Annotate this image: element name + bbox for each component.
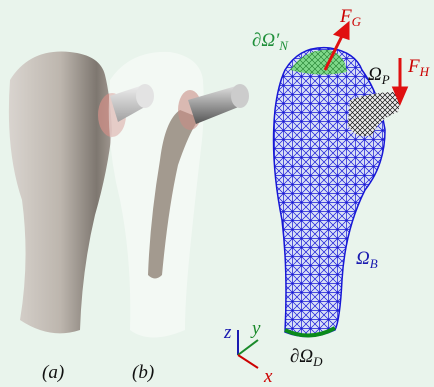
- axis-label: x: [263, 366, 273, 387]
- label-part: ∂Ω: [290, 346, 313, 367]
- label-part: D: [312, 354, 323, 369]
- label-part: Ω: [356, 248, 370, 269]
- label: FH: [407, 56, 430, 79]
- label-part: ∂Ω′: [252, 30, 280, 51]
- label-part: N: [278, 38, 289, 53]
- axes-triad: z y x: [223, 318, 273, 387]
- label-part: P: [381, 72, 390, 87]
- mesh-bone: [274, 48, 400, 337]
- label-part: F: [339, 6, 352, 27]
- implant-mesh: [348, 92, 400, 136]
- label: ΩP: [368, 64, 390, 87]
- label: FG: [339, 6, 362, 29]
- label-part: F: [407, 56, 420, 77]
- axis-label: z: [223, 322, 232, 343]
- bone-b: [109, 52, 249, 338]
- label-part: B: [370, 256, 378, 271]
- panel-label: (b): [132, 362, 154, 383]
- label-part: H: [419, 64, 430, 79]
- panel-label: (a): [42, 362, 64, 383]
- label: ∂ΩD: [290, 346, 323, 369]
- label-part: G: [352, 14, 362, 29]
- axis-label: y: [250, 318, 261, 339]
- figure: FG ∂Ω′N ΩP FH ΩB ∂ΩD (a) (b) z y x: [0, 0, 434, 387]
- label: ΩB: [356, 248, 378, 271]
- label-part: Ω: [368, 64, 382, 85]
- label: ∂Ω′N: [252, 30, 289, 53]
